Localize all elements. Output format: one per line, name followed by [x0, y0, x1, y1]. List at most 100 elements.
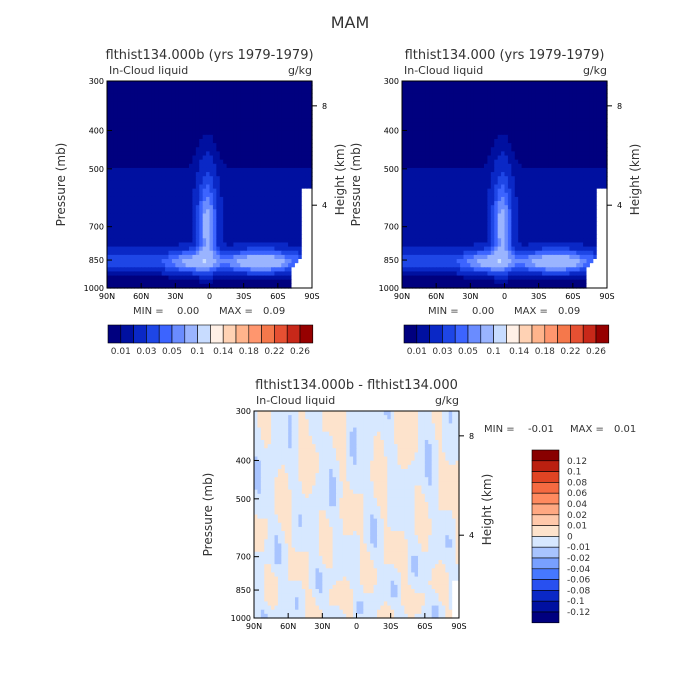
field-cell	[250, 242, 255, 248]
field-cell	[209, 155, 214, 161]
field-cell	[120, 109, 125, 115]
field-cell	[538, 184, 543, 190]
field-cell	[274, 89, 279, 95]
field-cell	[130, 209, 135, 215]
field-cell	[230, 213, 235, 219]
field-cell	[586, 159, 591, 165]
field-cell	[134, 263, 139, 268]
field-cell	[206, 283, 211, 289]
field-cell	[240, 163, 245, 169]
field-cell	[274, 271, 279, 277]
field-cell	[144, 254, 149, 260]
field-cell	[291, 225, 296, 231]
field-cell	[600, 205, 605, 210]
field-cell	[260, 267, 265, 273]
field-cell	[113, 188, 118, 194]
field-cell	[110, 134, 115, 140]
field-cell	[189, 167, 194, 173]
field-cell	[113, 167, 118, 173]
field-cell	[212, 109, 217, 115]
field-cell	[264, 246, 269, 252]
field-cell	[528, 167, 533, 173]
field-cell	[165, 97, 170, 103]
field-cell	[518, 213, 523, 219]
field-cell	[589, 122, 594, 128]
field-cell	[487, 159, 492, 165]
field-cell	[600, 201, 605, 206]
field-cell	[264, 184, 269, 190]
field-cell	[219, 238, 224, 244]
field-cell	[110, 147, 115, 152]
field-cell	[525, 184, 530, 190]
field-cell	[148, 143, 153, 148]
field-cell	[233, 201, 238, 206]
field-cell	[267, 105, 272, 111]
field-cell	[535, 130, 540, 136]
field-cell	[141, 192, 146, 198]
field-cell	[161, 271, 166, 277]
field-cell	[219, 118, 224, 123]
field-cell	[257, 259, 262, 264]
field-cell	[425, 163, 430, 169]
field-cell	[137, 196, 142, 202]
field-cell	[165, 130, 170, 136]
field-cell	[202, 114, 207, 119]
field-cell	[436, 163, 441, 169]
field-cell	[134, 225, 139, 231]
field-cell	[569, 134, 574, 140]
field-cell	[144, 85, 149, 90]
field-cell	[209, 259, 214, 264]
field-cell	[264, 143, 269, 148]
field-cell	[480, 97, 485, 103]
field-cell	[288, 230, 293, 235]
field-cell	[209, 271, 214, 277]
field-cell	[531, 97, 536, 103]
field-cell	[236, 242, 241, 248]
field-cell	[298, 221, 303, 227]
field-cell	[477, 188, 482, 194]
field-cell	[542, 105, 547, 111]
field-cell	[429, 184, 434, 190]
field-cell	[260, 143, 265, 148]
field-cell	[230, 126, 235, 132]
field-cell	[264, 122, 269, 128]
field-cell	[226, 238, 231, 244]
field-cell	[199, 180, 204, 186]
field-cell	[120, 134, 125, 140]
field-cell	[168, 167, 173, 173]
field-cell	[148, 225, 153, 231]
field-cell	[267, 89, 272, 95]
field-cell	[487, 180, 492, 186]
field-cell	[494, 155, 499, 161]
field-cell	[514, 167, 519, 173]
field-cell	[511, 159, 516, 165]
field-cell	[233, 105, 238, 111]
field-cell	[449, 143, 454, 148]
field-cell	[301, 221, 306, 227]
field-cell	[124, 184, 129, 190]
field-cell	[572, 97, 577, 103]
field-cell	[443, 163, 448, 169]
field-cell	[531, 122, 536, 128]
field-cell	[168, 122, 173, 128]
field-cell	[576, 89, 581, 95]
field-cell	[281, 217, 286, 223]
field-cell	[562, 105, 567, 111]
field-cell	[542, 147, 547, 152]
field-cell	[308, 279, 313, 285]
field-cell	[134, 271, 139, 277]
field-cell	[600, 167, 605, 173]
field-cell	[566, 97, 571, 103]
field-cell	[185, 196, 190, 202]
field-cell	[113, 172, 118, 177]
field-cell	[216, 101, 221, 107]
field-cell	[267, 254, 272, 260]
field-cell	[439, 209, 444, 215]
field-cell	[308, 163, 313, 169]
field-cell	[463, 201, 468, 206]
field-cell	[432, 151, 437, 157]
field-cell	[274, 130, 279, 136]
field-cell	[504, 188, 509, 194]
field-cell	[124, 275, 129, 281]
field-cell	[473, 167, 478, 173]
